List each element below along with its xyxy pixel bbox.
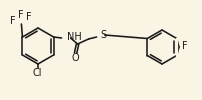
Text: O: O <box>72 53 79 63</box>
Text: F: F <box>18 10 23 20</box>
Text: F: F <box>26 12 31 22</box>
Text: Cl: Cl <box>32 68 42 78</box>
Text: F: F <box>182 41 188 51</box>
Text: S: S <box>101 30 107 40</box>
Text: F: F <box>10 16 15 26</box>
Text: NH: NH <box>67 32 81 42</box>
